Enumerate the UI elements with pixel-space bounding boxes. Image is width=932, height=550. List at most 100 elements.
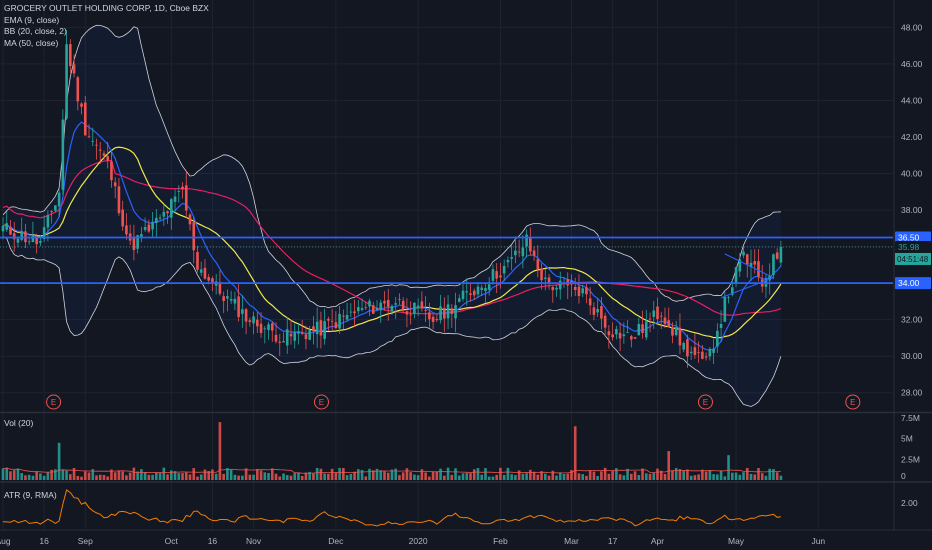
volume-bar[interactable]	[592, 471, 596, 480]
candle-body[interactable]	[357, 307, 360, 312]
volume-bar[interactable]	[170, 470, 173, 480]
volume-bar[interactable]	[476, 467, 480, 480]
volume-bar[interactable]	[42, 475, 46, 480]
candle-body[interactable]	[226, 296, 229, 299]
candle-body[interactable]	[244, 309, 248, 322]
candle-body[interactable]	[173, 196, 177, 202]
candle-body[interactable]	[499, 275, 502, 278]
candle-body[interactable]	[9, 226, 12, 235]
volume-bar[interactable]	[420, 469, 424, 480]
volume-bar[interactable]	[450, 474, 454, 480]
volume-bar[interactable]	[132, 467, 136, 480]
volume-bar[interactable]	[312, 473, 315, 480]
volume-bar[interactable]	[491, 476, 495, 480]
volume-bar[interactable]	[76, 475, 80, 480]
candle-body[interactable]	[312, 326, 315, 332]
volume-bar[interactable]	[753, 474, 757, 480]
candle-body[interactable]	[749, 262, 753, 268]
volume-bar[interactable]	[648, 473, 652, 480]
volume-bar[interactable]	[357, 469, 360, 480]
candle-body[interactable]	[607, 331, 611, 336]
candle-body[interactable]	[233, 298, 237, 304]
candle-body[interactable]	[630, 336, 633, 340]
candle-body[interactable]	[386, 299, 390, 307]
volume-bar[interactable]	[222, 473, 225, 480]
candle-body[interactable]	[383, 300, 386, 304]
volume-bar[interactable]	[644, 473, 648, 480]
volume-bar[interactable]	[764, 475, 768, 480]
earnings-marker[interactable]: E	[845, 394, 861, 410]
volume-bar[interactable]	[742, 472, 745, 480]
volume-bar[interactable]	[581, 474, 584, 480]
candle-body[interactable]	[241, 309, 244, 314]
earnings-marker[interactable]: E	[46, 394, 62, 410]
volume-bar[interactable]	[633, 471, 637, 480]
pane-separators[interactable]	[0, 0, 932, 531]
volume-bar[interactable]	[125, 475, 128, 480]
candle-body[interactable]	[1, 225, 5, 232]
candle-body[interactable]	[132, 236, 136, 251]
volume-bar[interactable]	[218, 422, 222, 480]
candle-body[interactable]	[371, 305, 375, 314]
volume-bar[interactable]	[734, 472, 738, 480]
legend-ma[interactable]: MA (50, close)	[4, 37, 59, 48]
candle-body[interactable]	[364, 307, 368, 309]
volume-bar[interactable]	[779, 475, 783, 480]
candle-body[interactable]	[315, 321, 319, 335]
volume-bar[interactable]	[16, 468, 20, 480]
candle-body[interactable]	[622, 334, 626, 337]
volume-bar[interactable]	[663, 474, 667, 480]
volume-bar[interactable]	[110, 469, 113, 480]
volume-bar[interactable]	[27, 474, 31, 480]
candle-body[interactable]	[345, 314, 349, 320]
volume-bar[interactable]	[678, 469, 682, 480]
volume-bar[interactable]	[270, 468, 274, 480]
candle-body[interactable]	[547, 277, 551, 284]
volume-bar[interactable]	[506, 467, 510, 480]
volume-bar[interactable]	[229, 469, 233, 480]
volume-bar[interactable]	[398, 475, 401, 480]
candle-body[interactable]	[678, 327, 682, 346]
candle-body[interactable]	[334, 322, 338, 329]
earnings-marker[interactable]: E	[697, 394, 713, 410]
candle-body[interactable]	[581, 288, 584, 294]
candle-body[interactable]	[192, 222, 196, 251]
candle-body[interactable]	[742, 251, 745, 256]
volume-bar[interactable]	[282, 473, 285, 480]
volume-bar[interactable]	[196, 476, 199, 480]
volume-bar[interactable]	[622, 475, 626, 480]
candle-body[interactable]	[727, 297, 730, 299]
volume-bar[interactable]	[749, 473, 753, 480]
volume-bar[interactable]	[342, 468, 345, 480]
candle-body[interactable]	[615, 328, 618, 335]
volume-bar[interactable]	[712, 474, 715, 480]
volume-bar[interactable]	[166, 474, 169, 480]
candle-body[interactable]	[54, 205, 57, 211]
candle-body[interactable]	[218, 282, 222, 294]
candle-body[interactable]	[293, 332, 297, 341]
volume-bar[interactable]	[327, 473, 330, 480]
volume-bar[interactable]	[12, 470, 16, 480]
volume-bar[interactable]	[738, 474, 742, 480]
volume-bar[interactable]	[465, 473, 469, 480]
candle-body[interactable]	[237, 296, 240, 318]
volume-bar[interactable]	[618, 474, 622, 480]
volume-bar[interactable]	[667, 451, 671, 480]
volume-bar[interactable]	[278, 476, 282, 480]
volume-bar[interactable]	[607, 473, 611, 480]
price-axis[interactable]: 48.0046.0044.0042.0040.0038.0036.0032.00…	[901, 22, 923, 508]
volume-bar[interactable]	[151, 474, 154, 480]
volume-bar[interactable]	[147, 474, 151, 480]
volume-bar[interactable]	[136, 471, 139, 480]
volume-bar[interactable]	[562, 473, 566, 480]
candle-body[interactable]	[652, 310, 656, 317]
candle-body[interactable]	[121, 209, 124, 227]
candle-body[interactable]	[626, 332, 629, 333]
candle-body[interactable]	[450, 308, 454, 314]
volume-bar[interactable]	[573, 426, 577, 480]
volume-bar[interactable]	[158, 472, 162, 480]
candle-body[interactable]	[745, 254, 749, 265]
volume-pane[interactable]	[1, 422, 783, 480]
volume-bar[interactable]	[155, 472, 158, 480]
volume-bar[interactable]	[65, 470, 68, 480]
